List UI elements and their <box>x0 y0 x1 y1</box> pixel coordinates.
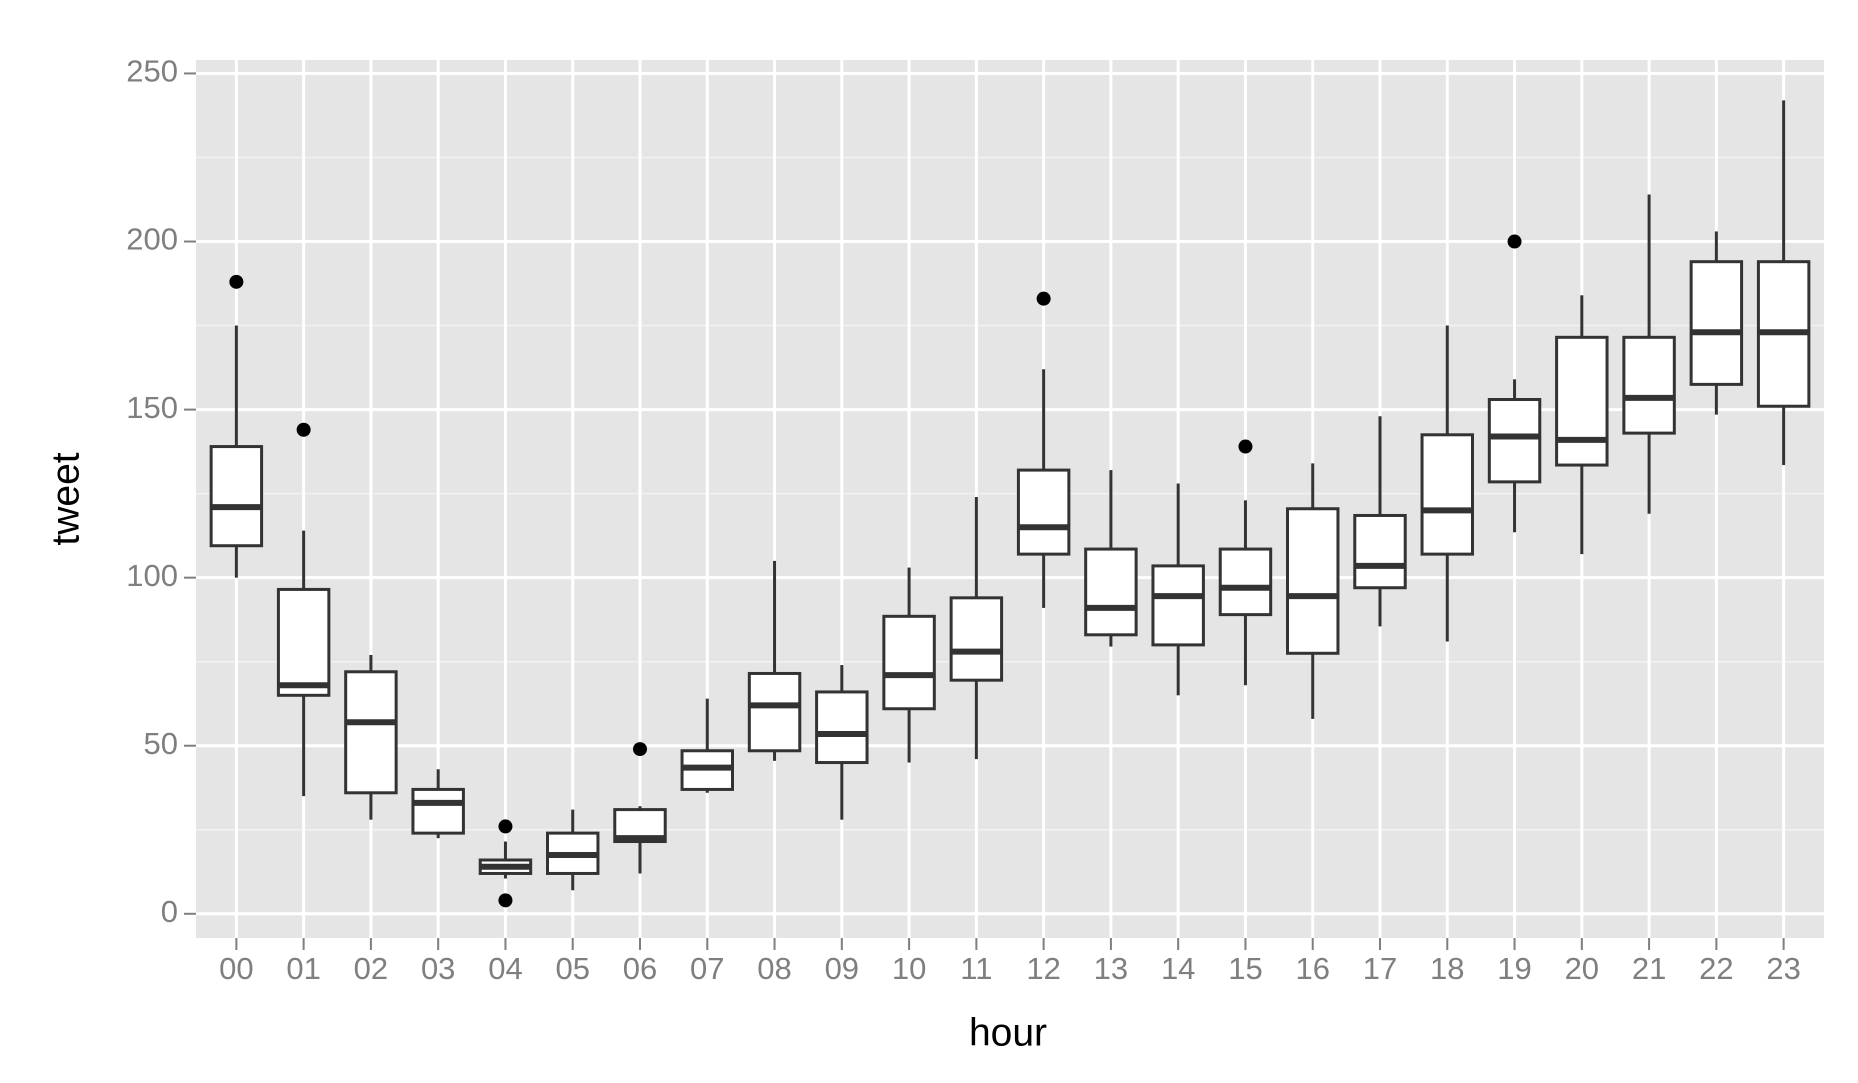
x-tick-label: 18 <box>1430 951 1464 986</box>
x-tick-label: 21 <box>1632 951 1666 986</box>
x-axis-title: hour <box>969 1011 1047 1054</box>
box <box>411 787 465 835</box>
box <box>1622 335 1676 435</box>
x-tick-label: 03 <box>421 951 455 986</box>
box <box>1016 468 1071 556</box>
box <box>1218 547 1273 617</box>
outlier <box>498 819 513 834</box>
box <box>815 690 869 765</box>
y-tick-label: 50 <box>144 726 178 761</box>
x-tick-label: 11 <box>960 951 992 986</box>
box <box>1420 433 1474 556</box>
box <box>949 596 1004 682</box>
box <box>747 671 802 753</box>
box <box>1487 398 1542 484</box>
y-tick-label: 0 <box>161 894 178 929</box>
outlier <box>1036 291 1051 306</box>
x-tick-label: 07 <box>690 951 724 986</box>
box <box>882 614 936 711</box>
x-tick-label: 14 <box>1161 951 1195 986</box>
plot-panel <box>196 60 1824 938</box>
box <box>1286 507 1340 655</box>
x-tick-label: 00 <box>219 951 253 986</box>
box <box>1084 547 1138 637</box>
x-tick-label: 05 <box>555 951 589 986</box>
x-tick-label: 22 <box>1699 951 1733 986</box>
x-tick-label: 23 <box>1766 951 1800 986</box>
y-axis-title: tweet <box>44 452 87 545</box>
y-tick-label: 250 <box>126 54 178 89</box>
x-tick-label: 17 <box>1363 951 1397 986</box>
x-tick-label: 12 <box>1026 951 1060 986</box>
x-tick-label: 04 <box>488 951 522 986</box>
x-tick-label: 16 <box>1295 951 1329 986</box>
box <box>1353 513 1407 590</box>
x-tick-label: 15 <box>1228 951 1262 986</box>
box <box>1555 335 1609 467</box>
box <box>276 587 331 697</box>
box <box>344 670 398 795</box>
x-tick-label: 02 <box>354 951 388 986</box>
box <box>1151 564 1205 647</box>
outlier <box>1507 234 1522 249</box>
outlier <box>296 422 311 437</box>
x-tick-label: 08 <box>757 951 791 986</box>
y-tick-label: 100 <box>126 558 178 593</box>
outlier <box>1238 439 1253 454</box>
outlier <box>633 742 647 757</box>
y-tick-label: 150 <box>126 390 178 425</box>
x-tick-label: 06 <box>623 951 657 986</box>
x-tick-label: 09 <box>825 951 859 986</box>
box <box>209 445 264 548</box>
outlier <box>229 274 244 289</box>
x-tick-label: 13 <box>1094 951 1128 986</box>
box <box>1689 260 1744 386</box>
x-tick-label: 10 <box>892 951 926 986</box>
x-tick-label: 20 <box>1565 951 1599 986</box>
x-tick-label: 19 <box>1497 951 1531 986</box>
outlier <box>498 893 513 908</box>
y-tick-label: 200 <box>126 222 178 257</box>
x-tick-label: 01 <box>286 951 320 986</box>
